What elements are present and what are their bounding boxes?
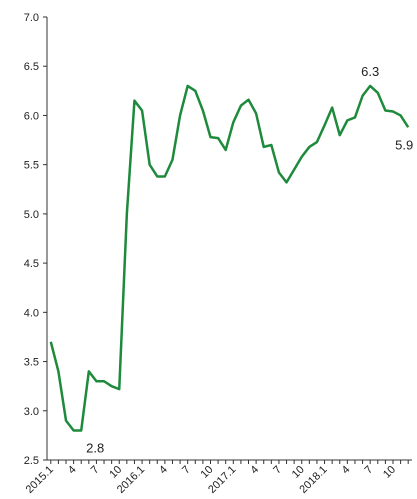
y-tick-label: 5.0	[24, 209, 39, 221]
y-tick-label: 7.0	[24, 12, 39, 24]
data-label: 6.3	[361, 64, 379, 79]
data-label: 5.9	[395, 137, 413, 152]
x-tick-label: 4	[157, 464, 170, 477]
x-tick-label: 4	[66, 464, 79, 477]
y-tick-label: 3.0	[24, 406, 39, 418]
x-tick-label: 10	[290, 464, 307, 481]
x-tick-label: 4	[340, 464, 353, 477]
x-tick-label: 10	[381, 464, 398, 481]
x-tick-label: 7	[89, 464, 102, 477]
x-tick-label: 2015.1	[24, 464, 56, 496]
y-tick-label: 4.5	[24, 258, 39, 270]
line	[49, 84, 410, 432]
y-tick-label: 5.5	[24, 160, 39, 172]
y-tick-label: 6.5	[24, 61, 39, 73]
y-tick-label: 4.0	[24, 307, 39, 319]
x-tick-label: 7	[180, 464, 193, 477]
x-tick-label: 10	[107, 464, 124, 481]
x-tick-label: 10	[198, 464, 215, 481]
x-tick-label: 7	[362, 464, 375, 477]
y-tick-label: 3.5	[24, 357, 39, 369]
x-tick-label: 7	[271, 464, 284, 477]
y-tick-label: 6.0	[24, 110, 39, 122]
y-tick-label: 2.5	[24, 455, 39, 467]
data-label: 2.8	[86, 440, 104, 455]
x-tick-label: 4	[248, 464, 261, 477]
